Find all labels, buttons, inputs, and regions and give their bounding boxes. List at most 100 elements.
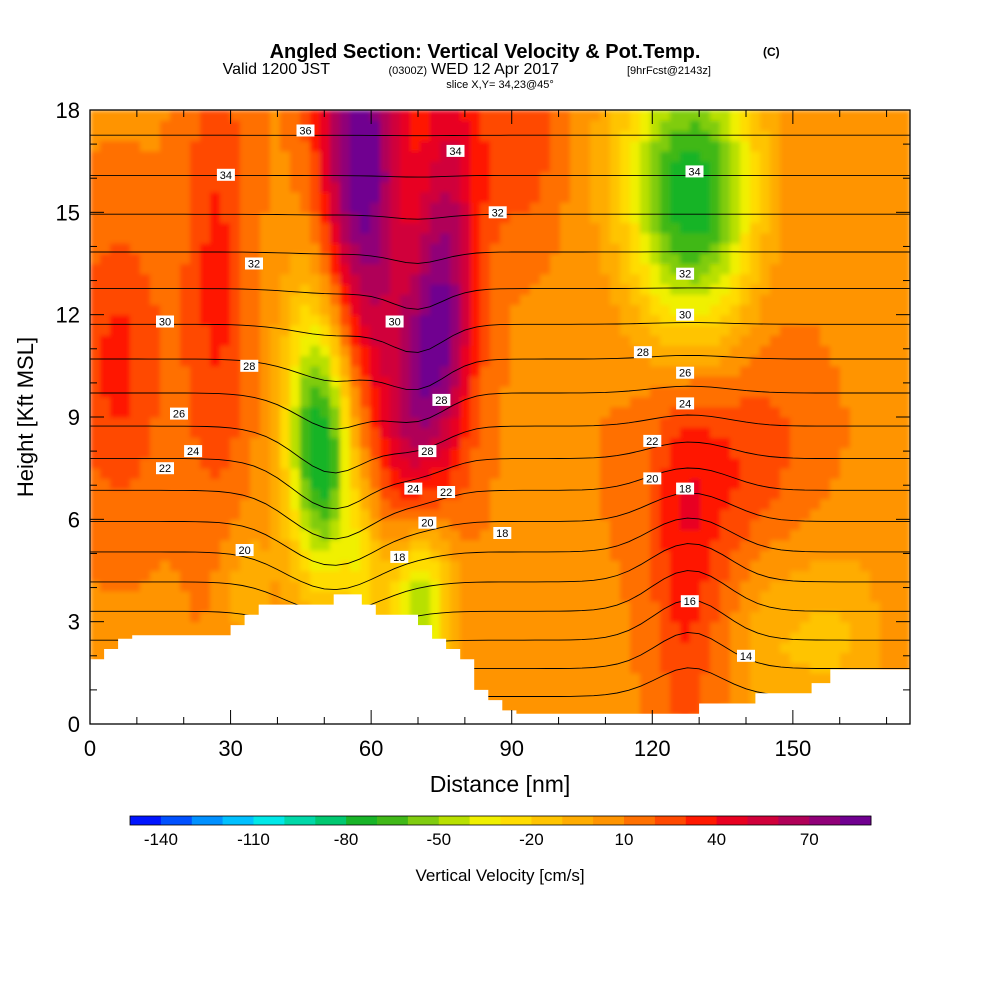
velocity-cell xyxy=(680,417,691,428)
velocity-cell xyxy=(320,161,331,172)
velocity-cell xyxy=(260,509,271,520)
velocity-cell xyxy=(150,171,161,183)
velocity-cell xyxy=(870,529,881,541)
velocity-cell xyxy=(660,437,671,449)
velocity-cell xyxy=(770,355,781,367)
velocity-cell xyxy=(820,550,831,561)
velocity-cell xyxy=(310,294,321,305)
velocity-cell xyxy=(660,345,671,357)
velocity-cell xyxy=(840,509,851,520)
velocity-cell xyxy=(490,591,501,602)
velocity-cell xyxy=(90,396,101,408)
velocity-cell xyxy=(530,232,541,244)
velocity-cell xyxy=(190,284,201,295)
velocity-cell xyxy=(410,386,421,398)
velocity-cell xyxy=(600,386,611,398)
pot-temp-label: 20 xyxy=(418,516,437,530)
velocity-cell xyxy=(840,376,851,387)
velocity-cell xyxy=(270,468,281,479)
velocity-cell xyxy=(870,550,881,561)
velocity-cell xyxy=(340,376,351,387)
velocity-cell xyxy=(390,181,401,193)
velocity-cell xyxy=(870,253,881,265)
velocity-cell xyxy=(120,130,131,142)
velocity-cell xyxy=(730,652,741,664)
velocity-cell xyxy=(590,703,601,715)
velocity-cell xyxy=(460,591,471,602)
velocity-cell xyxy=(270,171,281,183)
velocity-cell xyxy=(800,120,811,131)
velocity-cell xyxy=(710,457,721,469)
velocity-cell xyxy=(140,181,151,193)
velocity-cell xyxy=(830,642,841,653)
velocity-cell xyxy=(480,519,491,531)
velocity-cell xyxy=(730,427,741,438)
velocity-cell xyxy=(480,672,491,684)
velocity-cell xyxy=(790,304,801,316)
velocity-cell xyxy=(190,437,201,449)
velocity-cell xyxy=(250,243,261,254)
velocity-cell xyxy=(390,406,401,418)
velocity-cell xyxy=(620,550,631,561)
velocity-cell xyxy=(880,273,891,285)
velocity-cell xyxy=(270,519,281,531)
velocity-cell xyxy=(720,294,731,305)
velocity-cell xyxy=(830,243,841,254)
velocity-cell xyxy=(180,519,191,531)
pot-temp-contour-line xyxy=(90,517,910,591)
velocity-cell xyxy=(490,365,501,377)
velocity-cell xyxy=(420,396,431,408)
velocity-cell xyxy=(280,335,291,346)
velocity-cell xyxy=(740,621,751,633)
velocity-cell xyxy=(560,130,571,142)
velocity-cell xyxy=(130,570,141,582)
velocity-cell xyxy=(560,150,571,162)
velocity-cell xyxy=(250,232,261,244)
velocity-cell xyxy=(380,519,391,531)
velocity-cell xyxy=(880,550,891,561)
velocity-cell xyxy=(840,417,851,428)
velocity-cell xyxy=(160,396,171,408)
velocity-cell xyxy=(180,498,191,510)
velocity-cell xyxy=(700,181,711,193)
velocity-cell xyxy=(600,601,611,612)
velocity-cell xyxy=(600,212,611,224)
velocity-cell xyxy=(210,212,221,224)
velocity-cell xyxy=(100,110,111,121)
velocity-cell xyxy=(620,324,631,336)
velocity-cell xyxy=(140,284,151,295)
velocity-cell xyxy=(290,365,301,377)
velocity-cell xyxy=(780,335,791,346)
velocity-cell xyxy=(450,437,461,449)
velocity-cell xyxy=(660,181,671,193)
velocity-cell xyxy=(660,693,671,705)
velocity-cell xyxy=(790,539,801,551)
velocity-cell xyxy=(160,376,171,387)
velocity-cell xyxy=(120,376,131,387)
velocity-cell xyxy=(540,222,551,234)
velocity-cell xyxy=(150,437,161,449)
velocity-cell xyxy=(590,427,601,438)
velocity-cell xyxy=(110,509,121,520)
velocity-cell xyxy=(770,294,781,305)
velocity-cell xyxy=(750,376,761,387)
velocity-cell xyxy=(130,509,141,520)
velocity-cell xyxy=(380,110,391,121)
velocity-cell xyxy=(150,488,161,500)
velocity-cell xyxy=(800,314,811,326)
velocity-cell xyxy=(470,386,481,398)
velocity-cell xyxy=(560,335,571,346)
velocity-cell xyxy=(600,672,611,684)
velocity-cell xyxy=(390,120,401,131)
velocity-cell xyxy=(750,447,761,459)
velocity-cell xyxy=(770,150,781,162)
vertical-velocity-field xyxy=(90,110,910,724)
velocity-cell xyxy=(170,509,181,520)
velocity-cell xyxy=(850,304,861,316)
velocity-cell xyxy=(340,181,351,193)
velocity-cell xyxy=(600,355,611,367)
velocity-cell xyxy=(640,488,651,500)
velocity-cell xyxy=(820,120,831,131)
velocity-cell xyxy=(450,509,461,520)
velocity-cell xyxy=(590,406,601,418)
